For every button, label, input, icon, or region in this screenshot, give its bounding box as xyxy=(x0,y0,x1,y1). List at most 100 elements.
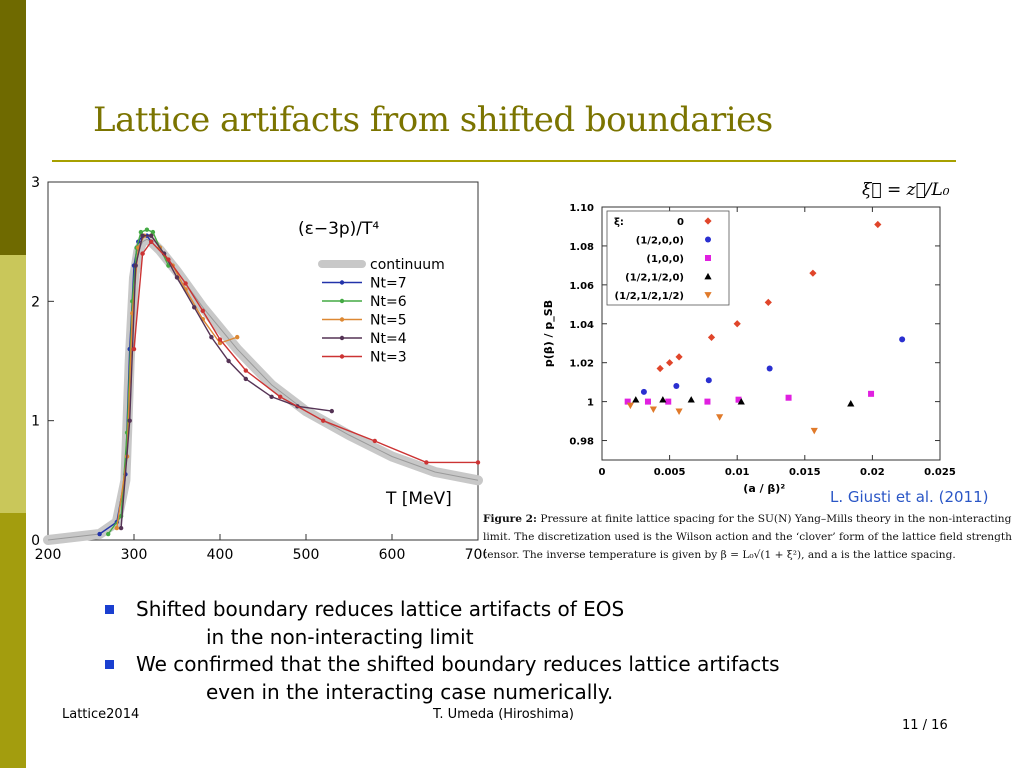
data-point xyxy=(810,427,818,435)
data-point xyxy=(269,394,274,399)
data-point xyxy=(149,239,154,244)
bullet-square-icon xyxy=(105,660,114,669)
data-point xyxy=(644,398,651,405)
slide-title: Lattice artifacts from shifted boundarie… xyxy=(93,100,773,140)
data-point xyxy=(149,233,154,238)
legend-label: (1/2,1/2,0) xyxy=(625,273,684,284)
data-point xyxy=(704,398,711,405)
legend-marker xyxy=(339,317,345,322)
bullet-continuation: even in the interacting case numerically… xyxy=(206,679,614,704)
data-point xyxy=(217,340,223,346)
legend-label: 0 xyxy=(677,217,684,228)
data-point xyxy=(735,396,742,403)
data-point xyxy=(200,308,205,314)
legend-marker xyxy=(705,255,711,261)
chart-title: (ε−3p)/T⁴ xyxy=(298,219,379,239)
data-point xyxy=(127,418,132,423)
data-point xyxy=(475,460,481,465)
x-tick-label: 200 xyxy=(35,547,62,563)
data-point xyxy=(140,251,145,256)
footer-author: T. Umeda (Hiroshima) xyxy=(433,707,574,722)
data-point xyxy=(278,394,283,399)
data-point xyxy=(144,227,150,232)
bullet-item: We confirmed that the shifted boundary r… xyxy=(100,651,780,679)
legend-marker xyxy=(705,236,711,243)
data-point xyxy=(624,398,631,405)
data-point xyxy=(243,368,248,373)
legend-marker xyxy=(339,298,345,304)
x-tick-label: 300 xyxy=(121,547,148,563)
data-point xyxy=(321,418,326,423)
bullet-text: We confirmed that the shifted boundary r… xyxy=(136,652,780,676)
data-point xyxy=(649,406,657,413)
data-point xyxy=(659,396,667,403)
caption-text: Pressure at finite lattice spacing for t… xyxy=(483,513,1012,561)
bullet-continuation: in the non-interacting limit xyxy=(206,624,474,649)
pressure-chart: 0.98 1 1.02 1.04 1.06 1.08 1.10 0 0.005 0.01 0.015… xyxy=(542,203,956,495)
formula-xi: ξ⃗ = z⃗/L₀ xyxy=(862,180,950,200)
legend-marker xyxy=(704,217,712,225)
data-point xyxy=(133,263,138,268)
y-tick-label: 3 xyxy=(31,175,40,191)
data-point xyxy=(632,396,640,403)
data-point xyxy=(687,396,695,403)
y-tick-label: 1.02 xyxy=(569,359,594,370)
y-tick-label: 0 xyxy=(31,533,40,549)
title-divider xyxy=(52,160,956,162)
y-tick-label: 1.10 xyxy=(569,203,594,214)
data-point xyxy=(150,229,156,235)
legend-marker xyxy=(339,280,345,285)
data-point xyxy=(174,275,180,280)
data-point xyxy=(118,525,124,531)
x-axis-label: (a / β)² xyxy=(743,482,785,495)
data-point xyxy=(899,336,906,343)
eos-chart: 0 1 2 3 200 300 400 500 600 700 (ε−3p)/T⁴ continuum… xyxy=(31,175,486,563)
sidebar-block-dark xyxy=(0,0,26,255)
data-point xyxy=(874,220,882,229)
data-point xyxy=(97,531,102,537)
y-tick-label: 0.98 xyxy=(569,437,594,448)
plot-frame xyxy=(47,181,479,541)
y-tick-label: 1 xyxy=(31,414,40,430)
data-point xyxy=(140,233,145,238)
y-tick-label: 1.04 xyxy=(569,320,594,331)
page-number: 11 / 16 xyxy=(902,718,948,733)
x-tick-label: 400 xyxy=(207,547,234,563)
data-point xyxy=(183,281,188,286)
legend-marker xyxy=(339,354,345,359)
data-point xyxy=(705,377,712,384)
data-point xyxy=(737,398,745,405)
y-tick-label: 1.06 xyxy=(569,281,594,292)
y-tick-label: 1.08 xyxy=(569,242,594,253)
x-tick-label: 0.005 xyxy=(654,467,686,478)
data-point xyxy=(785,394,792,401)
legend-marker xyxy=(704,292,712,299)
data-point xyxy=(329,408,334,414)
data-point xyxy=(209,334,214,340)
legend-label: (1/2,0,0) xyxy=(636,236,684,247)
x-tick-label: 0.02 xyxy=(860,467,885,478)
data-point xyxy=(166,257,171,262)
y-tick-label: 2 xyxy=(31,294,40,310)
data-point xyxy=(626,402,634,410)
data-point xyxy=(847,399,855,407)
legend-label: (1,0,0) xyxy=(646,254,684,265)
legend-header: ξ: xyxy=(614,217,624,228)
y-axis-label: p(β) / p_SB xyxy=(542,300,555,367)
data-point xyxy=(372,438,377,444)
legend-label: continuum xyxy=(370,257,445,273)
legend-marker xyxy=(339,335,345,341)
data-point xyxy=(640,388,647,395)
x-tick-label: 0.01 xyxy=(725,467,750,478)
x-tick-label: 0.015 xyxy=(789,467,821,478)
data-point xyxy=(235,334,240,340)
legend-label: (1/2,1/2,1/2) xyxy=(615,291,684,302)
series-line-Nt=4 xyxy=(120,234,332,529)
data-point xyxy=(868,390,875,397)
data-point xyxy=(424,460,429,465)
x-tick-label: 700 xyxy=(465,547,486,563)
legend-label: Nt=3 xyxy=(370,350,407,366)
bullet-list: Shifted boundary reduces lattice artifac… xyxy=(100,596,780,706)
sidebar-block-light xyxy=(0,255,26,513)
data-point xyxy=(656,364,664,373)
